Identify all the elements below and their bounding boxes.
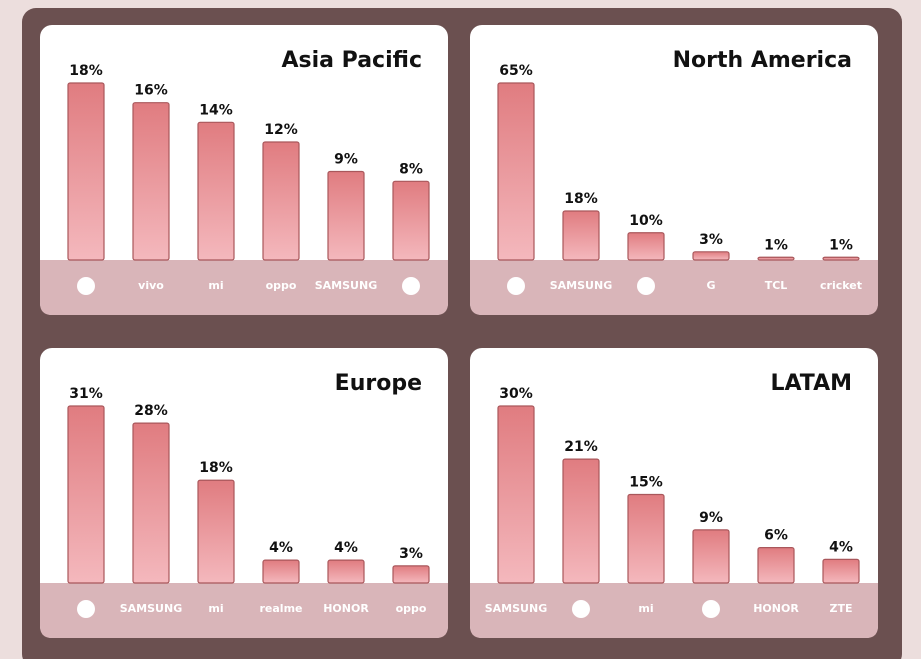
bar (327, 559, 365, 584)
value-label: 31% (69, 386, 103, 402)
bar (562, 210, 600, 261)
value-label: 1% (764, 237, 788, 253)
value-label: 9% (699, 510, 723, 526)
value-label: 3% (399, 546, 423, 562)
value-label: 65% (499, 63, 533, 79)
value-label: 14% (199, 102, 233, 118)
strip (40, 260, 448, 315)
strip (40, 583, 448, 638)
value-label: 1% (829, 237, 853, 253)
bar (692, 251, 730, 261)
value-label: 12% (264, 122, 298, 138)
value-label: 16% (134, 83, 168, 99)
bar (327, 170, 365, 261)
strip (470, 583, 878, 638)
bar (132, 422, 170, 584)
brand-icon (77, 600, 95, 618)
brand-label: oppo (266, 279, 297, 292)
value-label: 18% (564, 191, 598, 207)
brand-label: SAMSUNG (120, 602, 182, 615)
value-label: 4% (334, 540, 358, 556)
bar (67, 82, 105, 261)
bar (627, 232, 665, 261)
chart-card: North America 65% 18% SAMSUNG 10% 3% G 1% TCL 1% c… (470, 25, 878, 315)
brand-label: HONOR (753, 602, 799, 615)
brand-icon (572, 600, 590, 618)
value-label: 3% (699, 232, 723, 248)
bar (197, 479, 235, 584)
chart-card: Asia Pacific 18% 16% vivo 14% mi 12% oppo 9% SAMS… (40, 25, 448, 315)
brand-label: mi (638, 602, 653, 615)
brand-label: oppo (396, 602, 427, 615)
brand-icon (402, 277, 420, 295)
bar (692, 529, 730, 584)
chart-card: Europe 31% 28% SAMSUNG 18% mi 4% realme 4% HONOR 3… (40, 348, 448, 638)
value-label: 18% (199, 460, 233, 476)
brand-label: G (706, 279, 715, 292)
brand-label: vivo (138, 279, 164, 292)
brand-label: mi (208, 602, 223, 615)
bar (497, 405, 535, 584)
value-label: 21% (564, 439, 598, 455)
brand-icon (77, 277, 95, 295)
bar (822, 256, 860, 261)
bar (132, 102, 170, 261)
value-label: 30% (499, 386, 533, 402)
bar (757, 256, 795, 261)
bar (67, 405, 105, 584)
brand-label: HONOR (323, 602, 369, 615)
value-label: 6% (764, 528, 788, 544)
chart-title: LATAM (770, 371, 852, 396)
value-label: 9% (334, 152, 358, 168)
chart-title: Europe (335, 371, 422, 396)
brand-icon (507, 277, 525, 295)
value-label: 15% (629, 475, 663, 491)
bar (562, 458, 600, 584)
bar (262, 141, 300, 261)
bar (757, 546, 795, 584)
brand-icon (637, 277, 655, 295)
brand-label: realme (259, 602, 302, 615)
value-label: 28% (134, 403, 168, 419)
brand-label: SAMSUNG (550, 279, 612, 292)
chart-title: Asia Pacific (282, 48, 422, 73)
chart-card: LATAM 30% SAMSUNG 21% 15% mi 9% 6% HONOR 4% ZTE (470, 348, 878, 638)
bar (392, 565, 430, 584)
strip (470, 260, 878, 315)
bar (262, 559, 300, 584)
brand-label: mi (208, 279, 223, 292)
brand-label: SAMSUNG (485, 602, 547, 615)
bar (197, 121, 235, 261)
bar (497, 82, 535, 261)
value-label: 4% (269, 540, 293, 556)
brand-icon (702, 600, 720, 618)
bar (627, 493, 665, 584)
value-label: 4% (829, 539, 853, 555)
brand-label: SAMSUNG (315, 279, 377, 292)
brand-label: cricket (820, 279, 862, 292)
brand-label: ZTE (830, 602, 853, 615)
chart-title: North America (673, 48, 852, 73)
value-label: 8% (399, 161, 423, 177)
bar (822, 558, 860, 584)
brand-label: TCL (765, 279, 788, 292)
bar (392, 180, 430, 261)
value-label: 18% (69, 63, 103, 79)
value-label: 10% (629, 213, 663, 229)
